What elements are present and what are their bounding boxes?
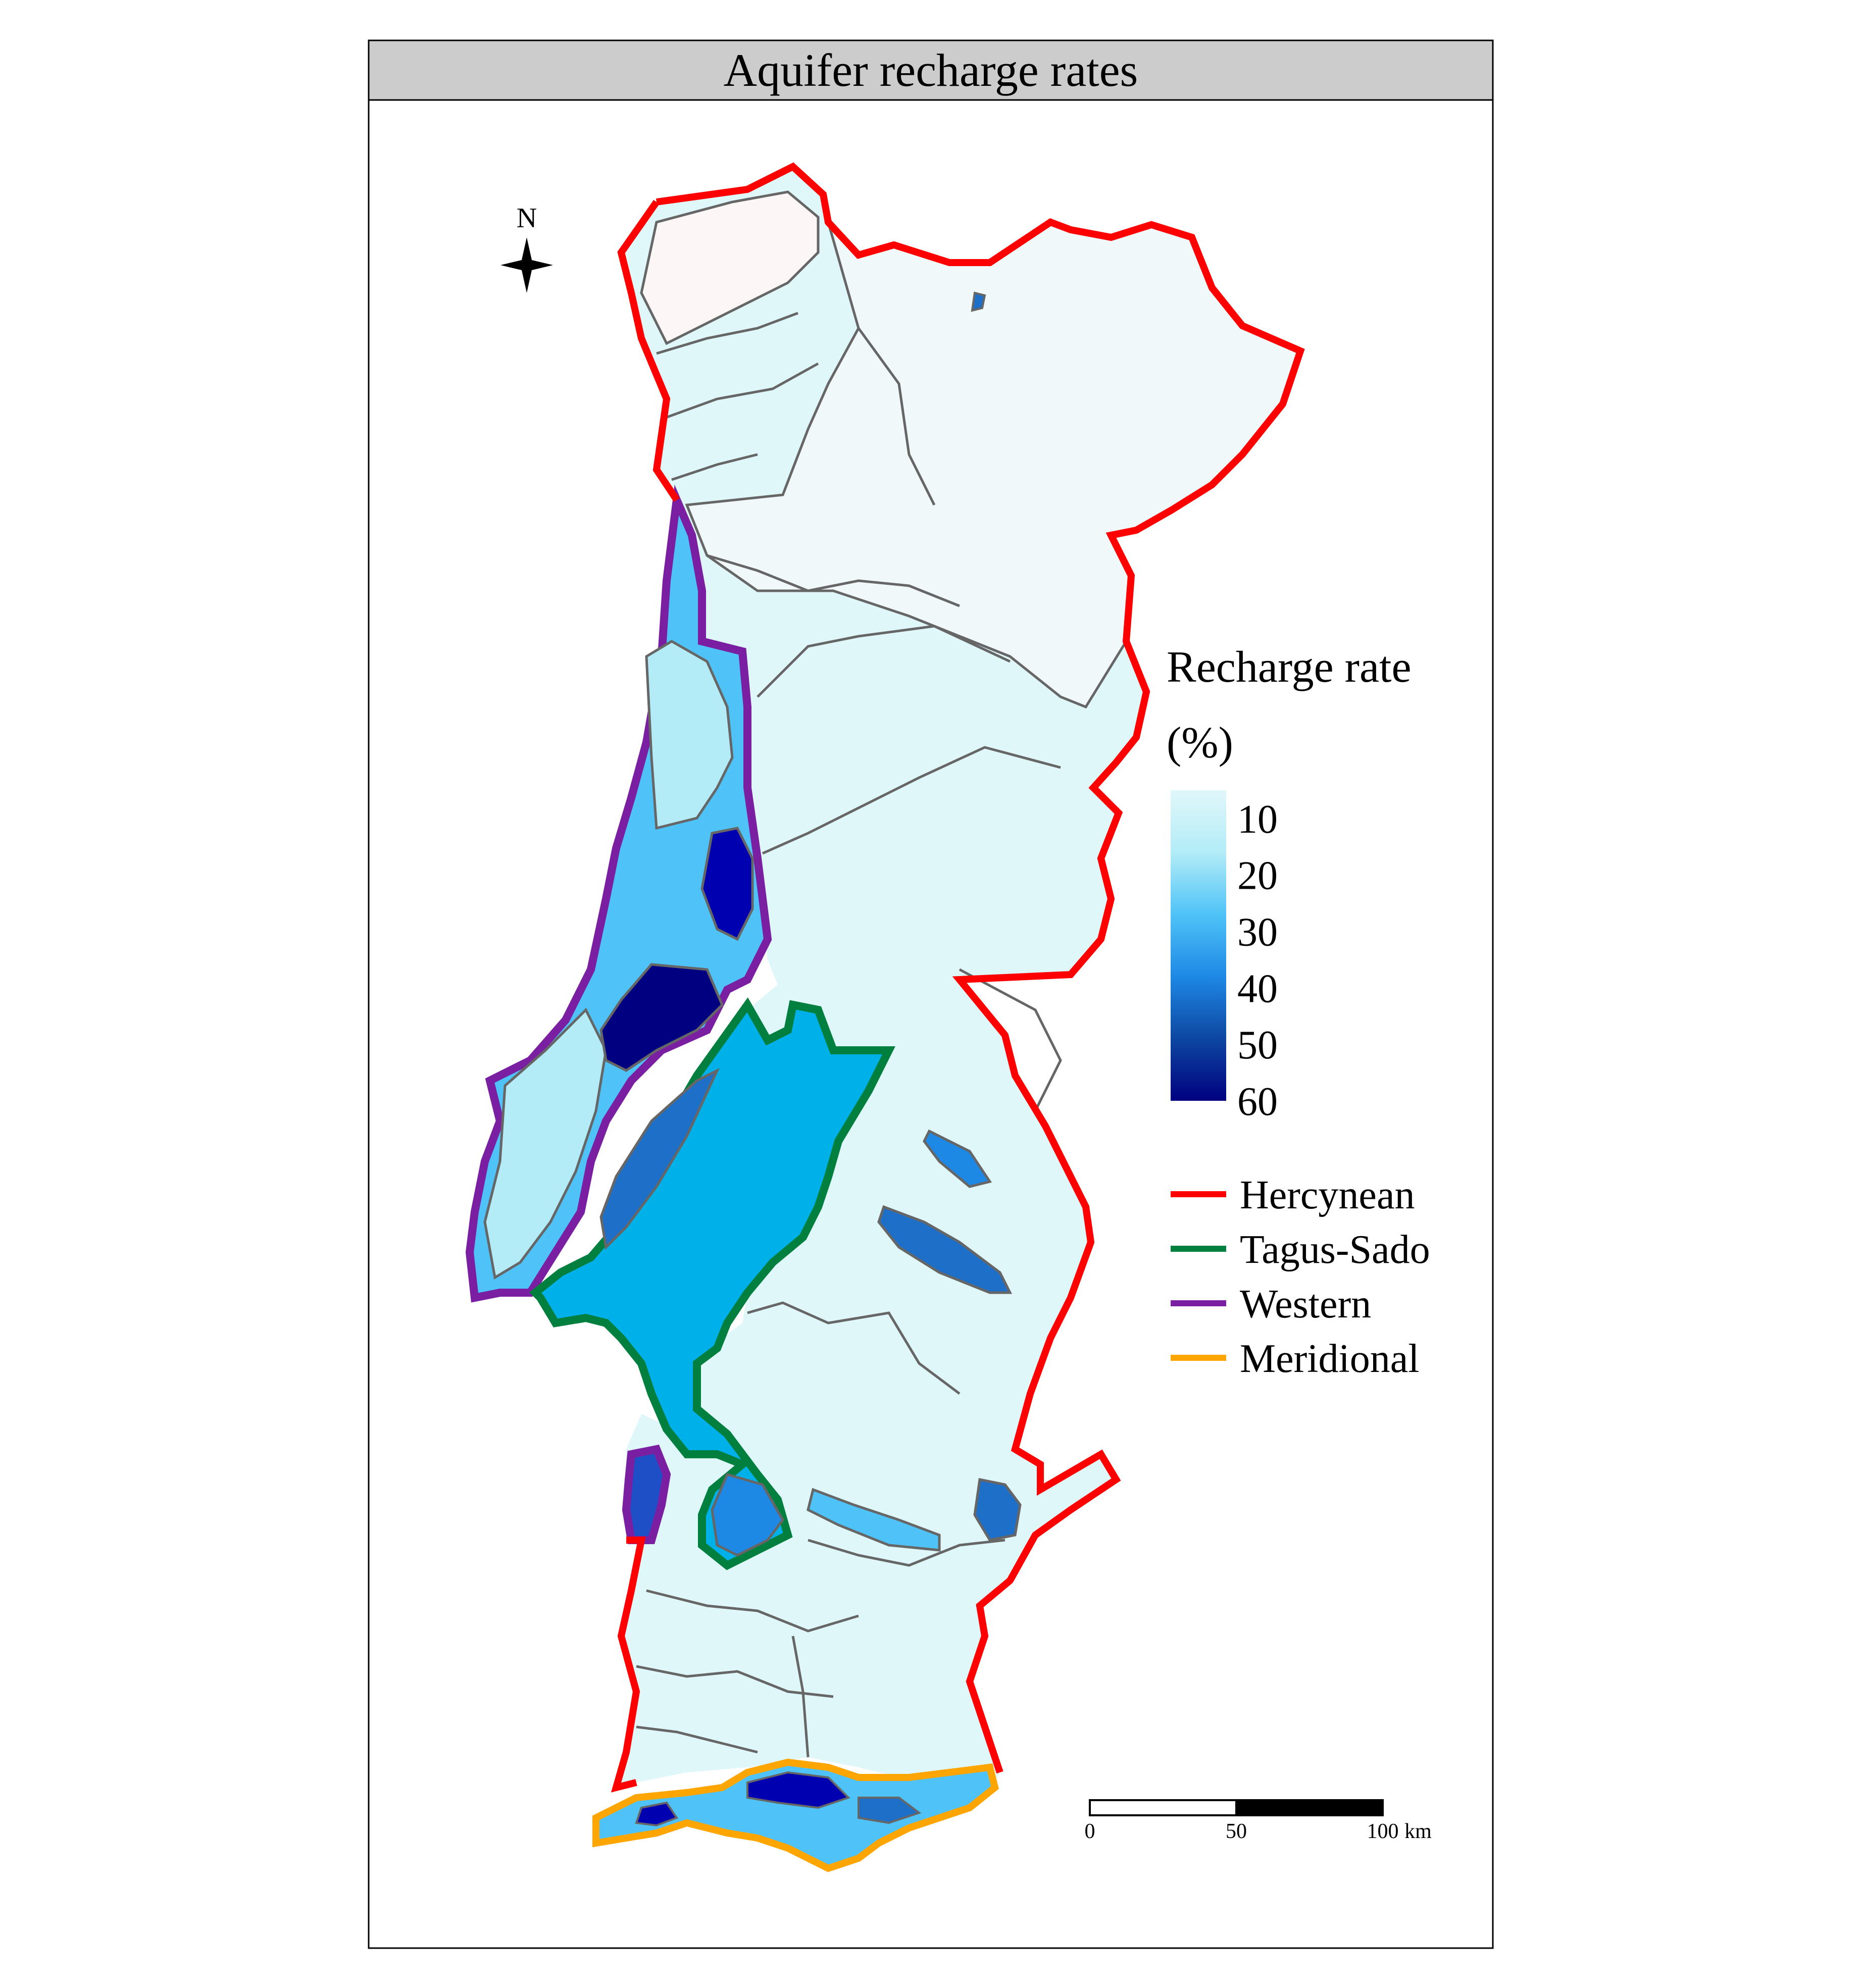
hercynean-aquifer bbox=[923, 1129, 992, 1188]
colorbar-tick-label: 60 bbox=[1237, 1080, 1278, 1124]
colorbar-title-line2: (%) bbox=[1167, 719, 1233, 768]
scale-label-100: 100 bbox=[1367, 1820, 1399, 1843]
western-subzone-light bbox=[645, 640, 734, 830]
tagus-sado-subzone bbox=[711, 1472, 784, 1557]
boundary-legend: Hercynean Tagus-Sado Western Meridional bbox=[1171, 1173, 1430, 1381]
hercynean-boundary-west bbox=[617, 199, 680, 502]
internal-boundaries bbox=[636, 312, 1062, 1758]
colorbar-gradient bbox=[1171, 790, 1226, 1101]
scale-label-50: 50 bbox=[1226, 1820, 1247, 1843]
title-strip bbox=[368, 39, 1494, 101]
colorbar-legend: Recharge rate (%) 10 20 30 40 50 60 bbox=[1167, 643, 1412, 1124]
colorbar-tick-label: 10 bbox=[1237, 797, 1278, 842]
colorbar-tick-label: 20 bbox=[1237, 854, 1278, 898]
legend-label: Tagus-Sado bbox=[1240, 1228, 1430, 1272]
colorbar-title-line1: Recharge rate bbox=[1167, 643, 1412, 692]
legend-label: Western bbox=[1240, 1282, 1371, 1327]
meridional-high-zone bbox=[858, 1797, 922, 1824]
scale-bar-segment-white bbox=[1089, 1799, 1237, 1816]
legend-label: Hercynean bbox=[1240, 1173, 1415, 1217]
meridional-region bbox=[592, 1758, 999, 1872]
compass-star-icon bbox=[500, 237, 553, 293]
hercynean-aquifer bbox=[807, 1488, 941, 1552]
colorbar-tick-label: 50 bbox=[1237, 1023, 1278, 1067]
colorbar-ticks: 10 20 30 40 50 60 bbox=[1237, 797, 1278, 1124]
minho-region bbox=[640, 190, 820, 345]
tagus-sado-subzone bbox=[599, 1067, 720, 1250]
meridional-high-zone bbox=[635, 1801, 679, 1827]
colorbar-tick-label: 40 bbox=[1237, 966, 1278, 1011]
hercynean-aquifer bbox=[973, 1478, 1022, 1542]
high-recharge-zone bbox=[599, 963, 724, 1072]
western-subzone-light bbox=[483, 1007, 608, 1280]
tagus-sado-region bbox=[529, 997, 895, 1570]
colorbar-tick-label: 30 bbox=[1237, 910, 1278, 955]
meridional-high-zone bbox=[746, 1771, 850, 1809]
hercynean-aquifer bbox=[971, 291, 986, 312]
scale-label-0: 0 bbox=[1085, 1820, 1095, 1843]
scale-unit: km bbox=[1404, 1820, 1432, 1843]
hercynean-boundary bbox=[656, 162, 1305, 1774]
panel-title: Aquifer recharge rates bbox=[724, 44, 1138, 96]
western-south-zone bbox=[622, 1444, 671, 1544]
north-arrow: N bbox=[500, 202, 553, 293]
scale-bar: 0 50 100 km bbox=[1085, 1799, 1432, 1843]
hercynean-boundary-southwest bbox=[611, 1537, 646, 1793]
high-recharge-zone bbox=[700, 827, 754, 941]
north-arrow-label: N bbox=[517, 202, 537, 234]
scale-bar-segment-black bbox=[1235, 1799, 1384, 1816]
legend-label: Meridional bbox=[1240, 1337, 1419, 1381]
hercynean-aquifer bbox=[877, 1205, 1013, 1294]
